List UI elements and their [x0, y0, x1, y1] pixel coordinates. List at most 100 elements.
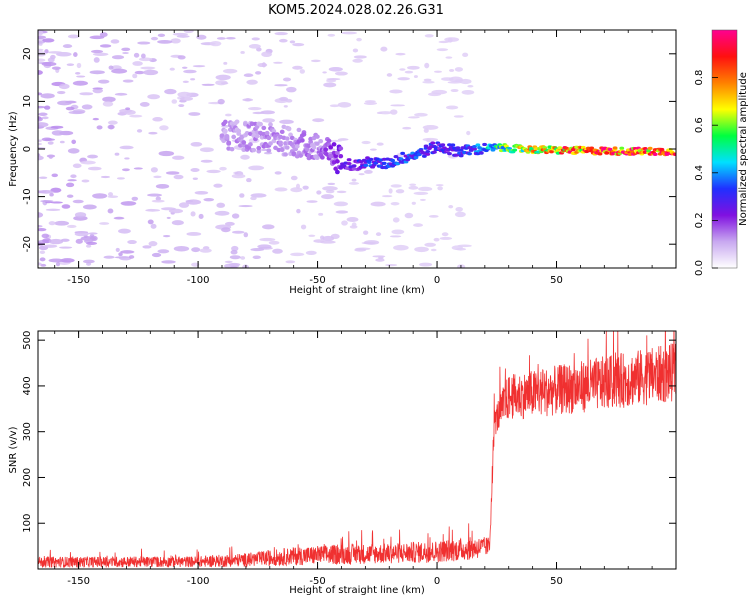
- spectrogram-noise-blob: [200, 159, 213, 163]
- spectrogram-noise-blob: [240, 154, 250, 160]
- spectrogram-ridge-cell: [249, 121, 255, 127]
- spectrogram-noise-blob: [274, 32, 288, 36]
- spectrogram-ridge-cell: [241, 140, 247, 145]
- spectrogram-noise-blob: [290, 252, 305, 257]
- spectrogram-noise-blob: [430, 248, 437, 252]
- snr-x-tick-label: 50: [550, 576, 563, 587]
- spectrogram-noise-blob: [408, 185, 419, 190]
- spectrogram-ylabel: Frequency (Hz): [8, 111, 19, 187]
- spectrogram-noise-blob: [62, 44, 73, 49]
- spectrogram-noise-blob: [194, 190, 209, 195]
- spectrogram-noise-blob: [255, 71, 262, 75]
- spectrogram-noise-blob: [58, 83, 70, 90]
- spectrogram-ridge-cell: [273, 145, 278, 151]
- spectrogram-noise-blob: [81, 104, 93, 110]
- spectrogram-noise-blob: [93, 57, 100, 63]
- snr-axes: -150 -100 -50 0 50 100 200 300 400 500: [22, 331, 677, 587]
- spectrogram-noise-blob: [75, 72, 81, 75]
- spectrogram-noise-blob: [133, 167, 143, 170]
- spectrogram-noise-blob: [38, 190, 54, 194]
- spectrogram-noise-blob: [445, 56, 453, 59]
- colorbar-tick-label: 0.8: [694, 70, 705, 86]
- spectrogram-noise-blob: [449, 69, 455, 72]
- spectrogram-noise-blob: [203, 197, 215, 202]
- spectrogram-noise-blob: [439, 236, 453, 240]
- spectrogram-noise-blob: [327, 33, 336, 37]
- colorbar-ticks: 0.0 0.2 0.4 0.6 0.8: [694, 70, 718, 276]
- spectrogram-ridge-cell: [236, 131, 242, 136]
- spectrogram-noise-blob: [221, 227, 231, 233]
- spectrogram-noise-blob: [132, 61, 143, 66]
- spectrogram-noise-blob: [246, 178, 252, 183]
- spectrogram-noise-blob: [102, 96, 116, 103]
- spectrogram-noise-blob: [312, 118, 325, 123]
- spectrogram-noise-blob: [38, 112, 48, 117]
- spectrogram-noise-blob: [107, 124, 115, 130]
- snr-y-tick-label: 400: [22, 376, 33, 395]
- spectrogram-noise-blob: [334, 71, 348, 76]
- spectrogram-ridge-cell: [314, 134, 320, 139]
- spectrogram-noise-blob: [201, 83, 215, 86]
- spectrogram-noise-blob: [50, 125, 64, 129]
- spectrogram-noise-blob: [381, 195, 393, 198]
- spectrogram-noise-blob: [107, 120, 118, 125]
- spectrogram-noise-blob: [198, 213, 204, 219]
- spectrogram-noise-blob: [172, 32, 189, 36]
- spectrogram-noise-blob: [453, 115, 464, 118]
- spectrogram-ridge-cell: [421, 154, 427, 158]
- spectrogram-ridge: [219, 119, 676, 175]
- spectrogram-noise-blob: [103, 255, 115, 259]
- spectrogram-noise-blob: [215, 74, 231, 81]
- spectrogram-ridge-cell: [254, 133, 260, 139]
- spectrogram-noise-blob: [81, 179, 90, 183]
- spectrogram-ridge-cell: [482, 142, 487, 147]
- spectrogram-noise-blob: [66, 194, 74, 198]
- spectrogram-noise-blob: [48, 154, 53, 159]
- spectrogram-noise-blob: [224, 260, 233, 263]
- spectrogram-noise-blob: [40, 93, 55, 99]
- spectrogram-noise-blob: [178, 104, 185, 107]
- spectrogram-noise-blob: [120, 201, 137, 206]
- spectrogram-noise-blob: [231, 173, 246, 179]
- spectrogram-noise-blob: [217, 98, 225, 105]
- spectrogram-ridge-cell: [268, 141, 273, 146]
- spectrogram-ridge-cell: [246, 145, 252, 150]
- spectrogram-noise-blob: [55, 261, 61, 267]
- spectrogram-noise-blob: [386, 73, 393, 77]
- spectrogram-ridge-cell: [338, 154, 344, 159]
- spectrogram-noise-blob: [42, 38, 55, 43]
- spectrogram-noise-blob: [82, 259, 95, 264]
- spectrogram-noise-blob: [47, 51, 63, 54]
- spectrogram-noise-blob: [341, 220, 348, 226]
- spectrogram-x-tick-label: -50: [309, 275, 325, 286]
- spectrogram-noise-blob: [240, 51, 245, 54]
- spectrogram-noise-blob: [185, 200, 194, 203]
- spectrogram-ridge-cell: [478, 151, 484, 155]
- spectrogram-noise-blob: [262, 224, 275, 230]
- spectrogram-ridge-cell: [229, 146, 235, 152]
- spectrogram-noise-blob: [229, 255, 241, 260]
- colorbar-tick-label: 0.6: [694, 117, 705, 133]
- spectrogram-noise-blob: [92, 88, 103, 94]
- spectrogram-noise-blob: [125, 107, 131, 111]
- spectrogram-noise-blob: [44, 138, 56, 141]
- spectrogram-noise-blob: [85, 244, 92, 248]
- spectrogram-noise-blob: [224, 113, 232, 117]
- spectrogram-noise-blob: [150, 36, 158, 41]
- spectrogram-ridge-cell: [557, 146, 563, 150]
- spectrogram-noise-blob: [435, 184, 444, 187]
- spectrogram-ridge-cell: [368, 157, 374, 162]
- spectrogram-noise-blob: [190, 78, 196, 81]
- spectrogram-noise-blob: [39, 257, 46, 262]
- spectrogram-noise-blob: [243, 232, 249, 238]
- spectrogram-noise-blob: [378, 256, 384, 260]
- spectrogram-ridge-cell: [458, 154, 464, 158]
- spectrogram-y-tick-label: 0: [22, 146, 33, 152]
- spectrogram-ridge-cell: [398, 157, 404, 161]
- spectrogram-noise-blob: [231, 213, 240, 219]
- spectrogram-ridge-cell: [335, 159, 340, 164]
- snr-frame: [37, 330, 677, 570]
- spectrogram-noise-blob: [353, 55, 367, 59]
- spectrogram-noise-blob: [38, 116, 43, 122]
- spectrogram-ridge-cell: [351, 164, 357, 168]
